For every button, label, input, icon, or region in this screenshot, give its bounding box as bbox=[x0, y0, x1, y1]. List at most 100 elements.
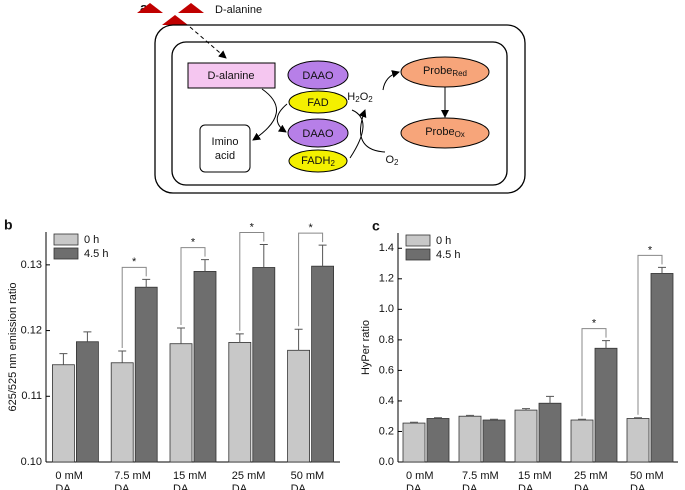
error-bar bbox=[602, 340, 610, 349]
error-bar bbox=[434, 417, 442, 419]
legend-label: 0 h bbox=[84, 234, 99, 246]
formula: H2O2 bbox=[347, 91, 373, 104]
y-tick-label: 0.8 bbox=[379, 334, 394, 346]
bar bbox=[193, 271, 217, 463]
formula-base: O bbox=[385, 154, 394, 166]
panel-label: c bbox=[372, 218, 380, 234]
y-tick-label: 0.0 bbox=[379, 456, 394, 468]
bar bbox=[110, 362, 134, 463]
x-tick-label: 50 mM bbox=[291, 470, 325, 482]
x-tick-label: 25 mM bbox=[574, 470, 608, 482]
x-tick-label: DA bbox=[232, 483, 248, 490]
formula-subscript: 2 bbox=[394, 158, 399, 167]
error-bar bbox=[235, 333, 244, 343]
panel-label: b bbox=[4, 217, 13, 233]
molecule-icon bbox=[137, 3, 163, 13]
significance-bracket bbox=[121, 266, 147, 348]
significance-bracket bbox=[581, 328, 607, 417]
error-bar bbox=[259, 243, 268, 268]
error-bar bbox=[294, 328, 303, 351]
bar bbox=[134, 286, 158, 463]
x-tick-label: DA bbox=[462, 483, 478, 490]
bar bbox=[287, 349, 311, 463]
formula-base: Probe bbox=[423, 65, 452, 77]
significance-label: * bbox=[592, 318, 597, 330]
bar bbox=[570, 419, 594, 463]
formula-subscript: Ox bbox=[455, 130, 465, 139]
legend-label: 4.5 h bbox=[436, 249, 460, 261]
product-label: Imino bbox=[212, 136, 239, 148]
error-bar bbox=[522, 408, 530, 411]
significance-label: * bbox=[132, 256, 137, 268]
cell-inner bbox=[171, 41, 508, 186]
bar bbox=[626, 418, 650, 463]
molecule-icon bbox=[178, 3, 204, 13]
error-bar bbox=[142, 278, 151, 288]
formula-subscript: Red bbox=[452, 69, 467, 78]
error-bar bbox=[490, 418, 498, 421]
y-axis-label: 625/525 nm emission ratio bbox=[7, 282, 19, 411]
x-tick-label: DA bbox=[574, 483, 590, 490]
bar bbox=[538, 402, 562, 463]
legend-label: 4.5 h bbox=[84, 248, 108, 260]
molecule-icon bbox=[162, 15, 188, 25]
product-label: acid bbox=[215, 150, 235, 162]
substrate-box bbox=[187, 62, 276, 89]
reaction-arrow bbox=[382, 70, 400, 91]
x-tick-label: DA bbox=[114, 483, 130, 490]
cell-outer bbox=[154, 24, 526, 194]
cofactor bbox=[288, 90, 348, 114]
formula-base: O bbox=[360, 91, 369, 103]
reaction-arrow bbox=[349, 109, 364, 159]
y-tick-label: 0.2 bbox=[379, 425, 394, 437]
formula-subscript: 2 bbox=[368, 95, 373, 104]
bar bbox=[252, 267, 276, 463]
legend-label: 0 h bbox=[436, 235, 451, 247]
bar bbox=[402, 422, 426, 463]
error-bar bbox=[634, 417, 642, 419]
enzyme bbox=[287, 60, 349, 90]
bar bbox=[426, 418, 450, 463]
x-tick-label: 25 mM bbox=[232, 470, 266, 482]
x-tick-label: 15 mM bbox=[173, 470, 207, 482]
product-box bbox=[199, 124, 251, 173]
y-tick-label: 0.13 bbox=[21, 259, 42, 271]
reaction-arrow bbox=[252, 88, 278, 141]
significance-label: * bbox=[648, 244, 653, 256]
error-bar bbox=[59, 353, 68, 365]
y-tick-label: 0.10 bbox=[21, 456, 42, 468]
formula: ProbeRed bbox=[423, 65, 467, 78]
bar bbox=[228, 341, 252, 463]
bar bbox=[458, 415, 482, 463]
error-bar bbox=[177, 327, 185, 344]
legend-swatch bbox=[405, 248, 431, 261]
significance-bracket bbox=[180, 247, 206, 325]
legend-swatch bbox=[405, 234, 431, 247]
x-tick-label: DA bbox=[55, 483, 71, 490]
bar bbox=[482, 419, 506, 463]
x-tick-label: DA bbox=[406, 483, 422, 490]
error-bar bbox=[546, 395, 554, 404]
input-label: D-alanine bbox=[215, 4, 262, 16]
error-bar bbox=[318, 244, 327, 267]
y-tick-label: 1.2 bbox=[379, 273, 394, 285]
x-tick-label: 50 mM bbox=[630, 470, 664, 482]
x-tick-label: 7.5 mM bbox=[114, 470, 151, 482]
y-axis-label: HyPer ratio bbox=[360, 320, 372, 375]
formula-base: Probe bbox=[425, 126, 454, 138]
error-bar bbox=[201, 259, 209, 272]
bar bbox=[650, 273, 674, 463]
error-bar bbox=[118, 350, 127, 363]
formula: O2 bbox=[385, 154, 399, 167]
x-tick-label: 7.5 mM bbox=[462, 470, 499, 482]
error-bar bbox=[83, 331, 92, 342]
y-tick-label: 1.4 bbox=[379, 242, 394, 254]
bar bbox=[52, 364, 75, 463]
error-bar bbox=[410, 421, 418, 424]
cofactor bbox=[288, 149, 348, 173]
reaction-arrow bbox=[276, 103, 288, 133]
error-bar bbox=[466, 414, 474, 417]
legend-swatch bbox=[53, 233, 79, 246]
diagram: a D-alanine D-alanine Imino acid DAAO FA… bbox=[137, 0, 526, 194]
